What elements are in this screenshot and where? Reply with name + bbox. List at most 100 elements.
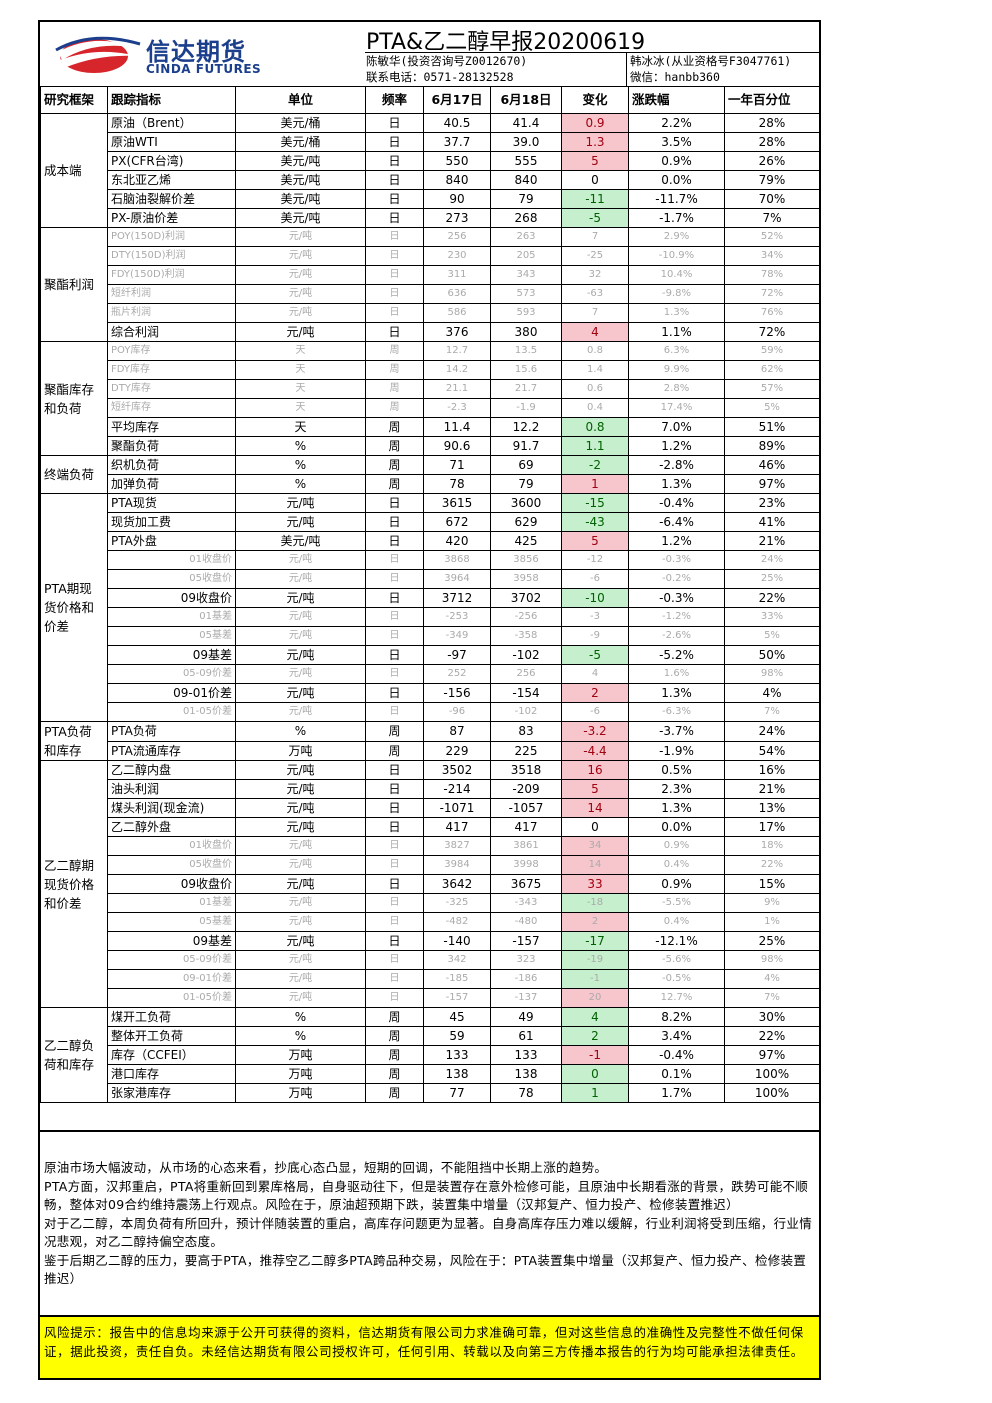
value-date2-cell: -480 (490, 912, 562, 932)
indicator-cell: 短纤利润 (107, 284, 236, 304)
pct-change-cell: 0.4% (628, 855, 725, 875)
pct-change-cell: -0.3% (628, 550, 725, 570)
indicator-cell: POY(150D)利润 (107, 227, 236, 247)
value-date1-cell: 12.7 (423, 341, 491, 361)
indicator-cell: 煤头利润(现金流) (107, 798, 236, 818)
change-cell: -5 (561, 208, 629, 228)
percentile-cell: 15% (724, 874, 820, 894)
value-date2-cell: 3958 (490, 569, 562, 589)
percentile-cell: 22% (724, 855, 820, 875)
col-header-framework: 研究框架 (40, 86, 108, 114)
value-date1-cell: 636 (423, 284, 491, 304)
percentile-cell: 23% (724, 493, 820, 513)
value-date1-cell: -2.3 (423, 398, 491, 418)
unit-cell: 天 (235, 360, 366, 380)
indicator-cell: 港口库存 (107, 1064, 236, 1084)
pct-change-cell: -2.8% (628, 455, 725, 475)
report-title: PTA&乙二醇早报20200619 (366, 30, 646, 55)
percentile-cell: 54% (724, 740, 820, 761)
frequency-cell: 日 (365, 227, 424, 247)
pct-change-cell: 0.4% (628, 912, 725, 932)
analyst-2: 韩冰冰(从业资格号F3047761) (630, 54, 792, 68)
value-date1-cell: 256 (423, 227, 491, 247)
table-row: PTA负荷和库存 PTA负荷% 周 87 83 -3.2 -3.7% 24% (40, 721, 820, 761)
indicator-cell: PTA负荷 (107, 721, 236, 742)
indicator-cell: PTA现货 (107, 493, 236, 513)
value-date1-cell: 273 (423, 208, 491, 228)
pct-change-cell: 2.9% (628, 227, 725, 247)
unit-cell: % (235, 1026, 366, 1046)
change-cell: 5 (561, 779, 629, 799)
unit-cell: 天 (235, 341, 366, 361)
value-date1-cell: 133 (423, 1045, 491, 1065)
percentile-cell: 7% (724, 988, 820, 1008)
indicator-cell: 原油WTI (107, 132, 236, 152)
table-row: 原油WTI 美元/桶日 37.7 39.0 1.3 3.5% 28% (41, 132, 820, 152)
percentile-cell: 50% (724, 645, 820, 665)
frequency-cell: 日 (365, 855, 424, 875)
indicator-cell: FDY(150D)利润 (107, 265, 236, 285)
value-date2-cell: -1057 (490, 798, 562, 818)
section-label: 乙二醇负荷和库存 (40, 1007, 108, 1103)
table-row: 油头利润 元/吨日 -214 -209 5 2.3% 21% (41, 779, 820, 799)
change-cell: 1.3 (561, 132, 629, 152)
unit-cell: 元/吨 (235, 817, 366, 837)
value-date2-cell: -358 (490, 626, 562, 646)
value-date2-cell: 3861 (490, 836, 562, 856)
unit-cell: % (235, 721, 366, 742)
frequency-cell: 周 (365, 740, 424, 761)
percentile-cell: 28% (724, 113, 820, 133)
unit-cell: 元/吨 (235, 588, 366, 608)
unit-cell: % (235, 455, 366, 475)
table-row: 05收盘价 元/吨日 3964 3958 -6 -0.2% 25% (41, 569, 820, 589)
percentile-cell: 21% (724, 779, 820, 799)
value-date2-cell: 555 (490, 151, 562, 171)
unit-cell: 元/吨 (235, 760, 366, 780)
indicator-cell: 01收盘价 (107, 836, 236, 856)
commentary-paragraph: 原油市场大幅波动，从市场的心态来看，抄底心态凸显，短期的回调，不能阻挡中长期上涨… (44, 1160, 608, 1175)
table-row: 01收盘价 元/吨日 3868 3856 -12 -0.3% 24% (41, 550, 820, 570)
frequency-cell: 周 (365, 436, 424, 456)
col-header-pct-change: 涨跌幅 (628, 86, 725, 114)
percentile-cell: 79% (724, 170, 820, 190)
pct-change-cell: -1.7% (628, 208, 725, 228)
value-date1-cell: 672 (423, 512, 491, 532)
frequency-cell: 周 (365, 417, 424, 437)
pct-change-cell: -5.5% (628, 893, 725, 913)
value-date1-cell: -185 (423, 969, 491, 989)
percentile-cell: 28% (724, 132, 820, 152)
change-cell: 14 (561, 798, 629, 818)
change-cell: 4 (561, 1007, 629, 1027)
percentile-cell: 70% (724, 189, 820, 209)
indicator-cell: 01基差 (107, 893, 236, 913)
pct-change-cell: -0.3% (628, 588, 725, 608)
frequency-cell: 日 (365, 493, 424, 513)
value-date2-cell: 91.7 (490, 436, 562, 456)
pct-change-cell: -0.2% (628, 569, 725, 589)
table-row: 01收盘价 元/吨日 3827 3861 34 0.9% 18% (41, 836, 820, 856)
indicator-cell: 短纤库存 (107, 398, 236, 418)
indicator-cell: 瓶片利润 (107, 303, 236, 323)
value-date2-cell: 323 (490, 950, 562, 970)
value-date2-cell: 41.4 (490, 113, 562, 133)
pct-change-cell: 7.0% (628, 417, 725, 437)
indicator-cell: 平均库存 (107, 417, 236, 437)
value-date1-cell: 420 (423, 531, 491, 551)
percentile-cell: 72% (724, 322, 820, 342)
unit-cell: 元/吨 (235, 626, 366, 646)
change-cell: -19 (561, 950, 629, 970)
value-date1-cell: -97 (423, 645, 491, 665)
indicator-cell: 乙二醇外盘 (107, 817, 236, 837)
unit-cell: 元/吨 (235, 798, 366, 818)
indicator-cell: 09基差 (107, 645, 236, 665)
frequency-cell: 日 (365, 113, 424, 133)
col-header-date1: 6月17日 (423, 86, 491, 114)
change-cell: 0.4 (561, 398, 629, 418)
value-date1-cell: 40.5 (423, 113, 491, 133)
value-date2-cell: 268 (490, 208, 562, 228)
value-date2-cell: -1.9 (490, 398, 562, 418)
table-row: FDY(150D)利润 元/吨日 311 343 32 10.4% 78% (41, 265, 820, 285)
section-label: 乙二醇期现货价格和价差 (40, 760, 108, 1008)
table-row: 石脑油裂解价差 美元/吨日 90 79 -11 -11.7% 70% (41, 189, 820, 209)
unit-cell: 元/吨 (235, 265, 366, 285)
